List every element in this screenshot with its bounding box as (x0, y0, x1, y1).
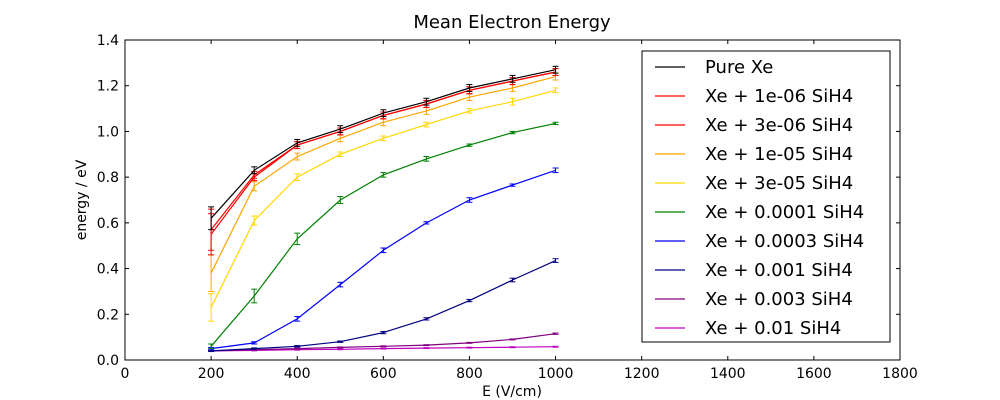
series-7 (208, 258, 559, 353)
legend-entry: Xe + 3e-06 SiH4 (655, 115, 853, 136)
x-tick-label: 0 (121, 366, 130, 382)
chart-title: Mean Electron Energy (413, 12, 611, 33)
series-4 (208, 87, 559, 322)
series-5 (208, 121, 559, 350)
x-tick-label: 1000 (538, 366, 574, 382)
legend-entry: Xe + 1e-05 SiH4 (655, 144, 853, 165)
series-0 (208, 65, 559, 231)
plot-frame (124, 39, 901, 361)
legend-label: Xe + 1e-06 SiH4 (705, 86, 853, 107)
legend-label: Xe + 3e-06 SiH4 (705, 115, 853, 136)
series-3 (208, 72, 559, 292)
x-tick-label: 800 (456, 366, 483, 382)
series-layer (208, 65, 559, 353)
x-tick-label: 1400 (710, 366, 746, 382)
y-tick-label: 1.0 (97, 124, 119, 140)
x-tick-label: 1800 (882, 366, 918, 382)
x-tick-label: 200 (198, 366, 225, 382)
x-tick-label: 1200 (624, 366, 660, 382)
x-axis-label: E (V/cm) (482, 384, 542, 400)
x-tick-label: 1600 (796, 366, 832, 382)
legend-box (641, 50, 891, 343)
series-6 (208, 167, 559, 351)
y-tick-label: 0.0 (97, 353, 119, 369)
legend-entry: Xe + 0.0003 SiH4 (655, 231, 864, 252)
y-tick-label: 1.4 (97, 33, 119, 49)
legend: Pure Xe Xe + 1e-06 SiH4 Xe + 3e-06 SiH4 Xe … (641, 50, 891, 343)
legend-label: Xe + 0.0003 SiH4 (705, 231, 864, 252)
legend-label: Xe + 1e-05 SiH4 (705, 144, 853, 165)
legend-label: Xe + 0.0001 SiH4 (705, 202, 864, 223)
tick-labels: 0 200 400 600 800 1000 1200 1400 1600 1800 0.0 0.2 0… (97, 33, 918, 382)
legend-entry: Xe + 0.003 SiH4 (655, 289, 853, 310)
x-tick-label: 400 (284, 366, 311, 382)
legend-entry: Xe + 0.001 SiH4 (655, 260, 853, 281)
y-tick-label: 0.4 (97, 262, 119, 278)
legend-label: Xe + 3e-05 SiH4 (705, 173, 853, 194)
legend-entry: Pure Xe (655, 57, 773, 78)
y-axis-label: energy / eV (74, 159, 90, 240)
x-tick-label: 600 (370, 366, 397, 382)
y-tick-label: 0.6 (97, 216, 119, 232)
legend-label: Xe + 0.001 SiH4 (705, 260, 853, 281)
legend-label: Xe + 0.01 SiH4 (705, 318, 841, 339)
legend-entry: Xe + 0.01 SiH4 (655, 318, 841, 339)
y-tick-label: 0.8 (97, 170, 119, 186)
legend-entry: Xe + 1e-06 SiH4 (655, 86, 853, 107)
y-tick-label: 0.2 (97, 307, 119, 323)
legend-entry: Xe + 0.0001 SiH4 (655, 202, 864, 223)
y-tick-label: 1.2 (97, 79, 119, 95)
legend-label: Pure Xe (705, 57, 773, 78)
legend-entry: Xe + 3e-05 SiH4 (655, 173, 853, 194)
legend-label: Xe + 0.003 SiH4 (705, 289, 853, 310)
